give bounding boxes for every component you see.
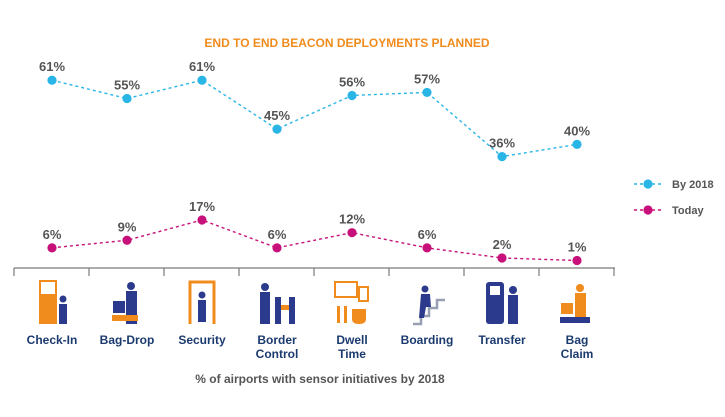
person-head [421,285,429,293]
person-body [508,295,518,324]
person-head [198,291,206,299]
transfer-kiosk-icon [486,282,518,324]
monitor [334,281,358,298]
data-label: 2% [493,237,512,252]
series-line-1 [51,219,578,262]
data-point [497,253,507,263]
cup [352,309,366,324]
knife [344,306,347,323]
data-label: 17% [189,199,215,214]
data-label: 9% [118,219,137,234]
data-point [347,228,357,238]
person-body [260,292,270,324]
x-axis-caption: % of airports with sensor initiatives by… [195,372,445,386]
stairs [413,298,445,326]
data-label: 61% [189,59,215,74]
category-label: Security [178,333,226,347]
person-body [575,293,586,319]
border-control-icon [260,283,295,324]
data-label: 55% [114,78,140,93]
data-point [422,87,432,98]
legend-label: By 2018 [672,179,714,191]
person-head [127,282,135,290]
bag [113,301,125,313]
data-point [497,152,507,162]
person-body [419,294,431,318]
data-label: 36% [489,136,515,151]
check-in-kiosk-icon [39,280,67,324]
data-point [572,139,582,149]
security-gate-icon [188,280,216,324]
data-label: 56% [339,74,365,89]
category-label: Border Control [256,333,299,361]
data-label: 40% [564,123,590,138]
bag-drop-icon [112,282,138,324]
gate-frame [188,280,216,324]
data-point [272,243,282,253]
person-body [126,291,137,324]
kiosk-screen [490,286,500,295]
kiosk-screen [39,280,57,296]
legend-label: Today [672,205,704,217]
bag [561,303,573,314]
data-label: 6% [43,227,62,242]
category-label: Dwell Time [336,333,367,361]
person-head [576,284,584,292]
chart-title: END TO END BEACON DEPLOYMENTS PLANNED [204,36,489,50]
boarding-stairs-icon [413,285,445,326]
person-head [261,283,269,291]
data-point [422,243,432,253]
data-label: 45% [264,108,290,123]
series-line-0 [51,79,578,158]
data-label: 61% [39,59,65,74]
data-point [122,93,132,104]
kiosk-body [39,295,57,324]
data-point [47,75,57,85]
data-label: 6% [268,227,287,242]
data-point [197,215,207,225]
person-body [59,304,67,324]
data-point [272,124,282,134]
data-label: 1% [568,240,587,255]
belt [112,315,138,321]
person-body [198,300,206,322]
legend-marker [643,179,653,189]
fork [337,306,340,323]
data-point [197,75,207,85]
data-label: 57% [414,71,440,86]
data-point [347,90,357,101]
data-label: 12% [339,212,365,227]
person-head [59,295,67,303]
person-head [509,286,517,294]
turnstile-right [289,297,295,324]
category-label: Transfer [478,333,526,347]
dwell-time-icon [334,281,369,324]
category-label: Bag Claim [561,333,594,361]
category-label: Check-In [27,333,78,347]
data-label: 6% [418,227,437,242]
bag-claim-icon [560,284,590,323]
data-point [47,243,57,253]
data-point [572,255,582,266]
carousel [560,317,590,323]
category-label: Boarding [401,333,454,347]
turnstile-bar [281,305,289,310]
legend-marker [643,205,653,215]
turnstile-left [275,297,281,324]
phone [358,286,369,302]
data-point [122,235,132,245]
category-label: Bag-Drop [100,333,155,347]
